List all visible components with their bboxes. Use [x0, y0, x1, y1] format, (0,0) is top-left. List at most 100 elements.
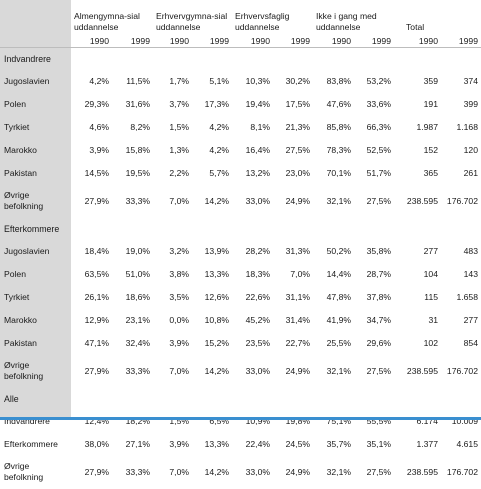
- table-cell: 3,9%: [169, 438, 189, 449]
- year-header-cell: 1999: [273, 34, 313, 48]
- table-cell: 1.658: [456, 291, 478, 302]
- table-cell: 854: [463, 337, 478, 348]
- table-cell: 10.009: [451, 415, 478, 426]
- table-cell: 5,1%: [209, 75, 229, 86]
- table-cell: 13,9%: [204, 245, 229, 256]
- table-row: Øvrige befolkning 27,9% 33,3% 7,0% 14,2% 33,0…: [0, 184, 481, 218]
- table-cell: 33,3%: [125, 195, 150, 206]
- table-row: Pakistan 47,1% 32,4% 3,9% 15,2% 23,5% 22,7% 25,…: [0, 331, 481, 354]
- row-label: Jugoslavien: [4, 245, 50, 256]
- table-cell: 1,7%: [169, 75, 189, 86]
- table-cell: 19,5%: [125, 167, 150, 178]
- table-cell: 238.595: [406, 195, 438, 206]
- table-cell: 1.987: [416, 121, 438, 132]
- table-cell: 277: [463, 314, 478, 325]
- table-cell: 31,4%: [285, 314, 310, 325]
- table-cell: 27,5%: [285, 144, 310, 155]
- table-cell: 28,2%: [245, 245, 270, 256]
- bottom-accent-bar: [0, 417, 481, 420]
- table-cell: 24,9%: [285, 365, 310, 376]
- section-title: Indvandrere: [4, 53, 51, 64]
- group-header-erhvervgymnasial: Erhvervgymna-sial uddannelse: [156, 11, 228, 32]
- year-header-cell: 1999: [192, 34, 232, 48]
- row-label: Polen: [4, 98, 26, 109]
- group-header-total: Total: [406, 22, 425, 32]
- year-header-cell: 1990: [153, 34, 192, 48]
- table-cell: 3,2%: [169, 245, 189, 256]
- section-title: Alle: [4, 393, 19, 404]
- table-cell: 1.377: [416, 438, 438, 449]
- table-cell: 19,8%: [285, 415, 310, 426]
- table-cell: 3,7%: [169, 98, 189, 109]
- table-cell: 33,3%: [125, 466, 150, 477]
- table-cell: 152: [423, 144, 438, 155]
- table-cell: 14,2%: [204, 195, 229, 206]
- section-header-row: Efterkommere: [0, 218, 481, 239]
- table-cell: 32,4%: [125, 337, 150, 348]
- table-cell: 23,0%: [285, 167, 310, 178]
- table-cell: 17,5%: [285, 98, 310, 109]
- table-cell: 30,2%: [285, 75, 310, 86]
- year-corner-cell: [0, 34, 71, 48]
- table-cell: 12,4%: [84, 415, 109, 426]
- row-label: Jugoslavien: [4, 75, 50, 86]
- section-header-row: Alle: [0, 388, 481, 409]
- table-cell: 31: [428, 314, 438, 325]
- table-cell: 10,8%: [204, 314, 229, 325]
- year-header-cell: 1990: [71, 34, 112, 48]
- group-header-row: Almengymna-sial uddannelse Erhvervgymna-…: [0, 0, 481, 34]
- table-cell: 29,6%: [366, 337, 391, 348]
- row-label: Pakistan: [4, 167, 37, 178]
- table-cell: 32,1%: [326, 365, 351, 376]
- table-cell: 6,5%: [209, 415, 229, 426]
- table-cell: 0,0%: [169, 314, 189, 325]
- table-cell: 3,9%: [89, 144, 109, 155]
- table-cell: 63,5%: [84, 268, 109, 279]
- table-cell: 27,5%: [366, 195, 391, 206]
- table-cell: 35,7%: [326, 438, 351, 449]
- table-cell: 1,3%: [169, 144, 189, 155]
- table-cell: 22,6%: [245, 291, 270, 302]
- table-cell: 75,1%: [326, 415, 351, 426]
- year-header-row: 1990 1999 1990 1999 1990 1999 1990 1999 …: [0, 34, 481, 48]
- table-cell: 31,1%: [285, 291, 310, 302]
- table-row: Marokko 3,9% 15,8% 1,3% 4,2% 16,4% 27,5% 78,3% 5…: [0, 138, 481, 161]
- table-row: Jugoslavien 18,4% 19,0% 3,2% 13,9% 28,2% 31,3%…: [0, 239, 481, 262]
- table-row: Øvrige befolkning 27,9% 33,3% 7,0% 14,2% 33,0…: [0, 455, 481, 489]
- table-cell: 176.702: [446, 466, 478, 477]
- year-header-cell: 1990: [394, 34, 441, 48]
- table-cell: 18,6%: [125, 291, 150, 302]
- table-cell: 27,5%: [366, 365, 391, 376]
- table-cell: 8,1%: [250, 121, 270, 132]
- table-cell: 261: [463, 167, 478, 178]
- table-cell: 12,9%: [84, 314, 109, 325]
- table-cell: 37,8%: [366, 291, 391, 302]
- table-cell: 6.174: [416, 415, 438, 426]
- table-row: Polen 63,5% 51,0% 3,8% 13,3% 18,3% 7,0% 14,4% 28…: [0, 262, 481, 285]
- table-cell: 17,3%: [204, 98, 229, 109]
- table-cell: 399: [463, 98, 478, 109]
- table-cell: 66,3%: [366, 121, 391, 132]
- row-label: Marokko: [4, 314, 37, 325]
- table-cell: 4,2%: [209, 144, 229, 155]
- table-cell: 35,8%: [366, 245, 391, 256]
- year-header-cell: 1999: [441, 34, 481, 48]
- table-cell: 25,5%: [326, 337, 351, 348]
- table-cell: 55,5%: [366, 415, 391, 426]
- table-cell: 78,3%: [326, 144, 351, 155]
- table-cell: 2,2%: [169, 167, 189, 178]
- table-cell: 11,5%: [126, 75, 150, 86]
- year-header-cell: 1990: [232, 34, 273, 48]
- table-cell: 176.702: [446, 195, 478, 206]
- table-cell: 10,9%: [245, 415, 270, 426]
- table-cell: 28,7%: [366, 268, 391, 279]
- table-cell: 41,9%: [326, 314, 351, 325]
- table-cell: 365: [423, 167, 438, 178]
- row-label: Øvrige befolkning: [4, 461, 44, 482]
- year-header-cell: 1999: [112, 34, 153, 48]
- table-cell: 85,8%: [326, 121, 351, 132]
- table-cell: 14,5%: [84, 167, 109, 178]
- table-cell: 13,3%: [204, 268, 229, 279]
- table-cell: 16,4%: [245, 144, 270, 155]
- table-cell: 33,0%: [245, 195, 270, 206]
